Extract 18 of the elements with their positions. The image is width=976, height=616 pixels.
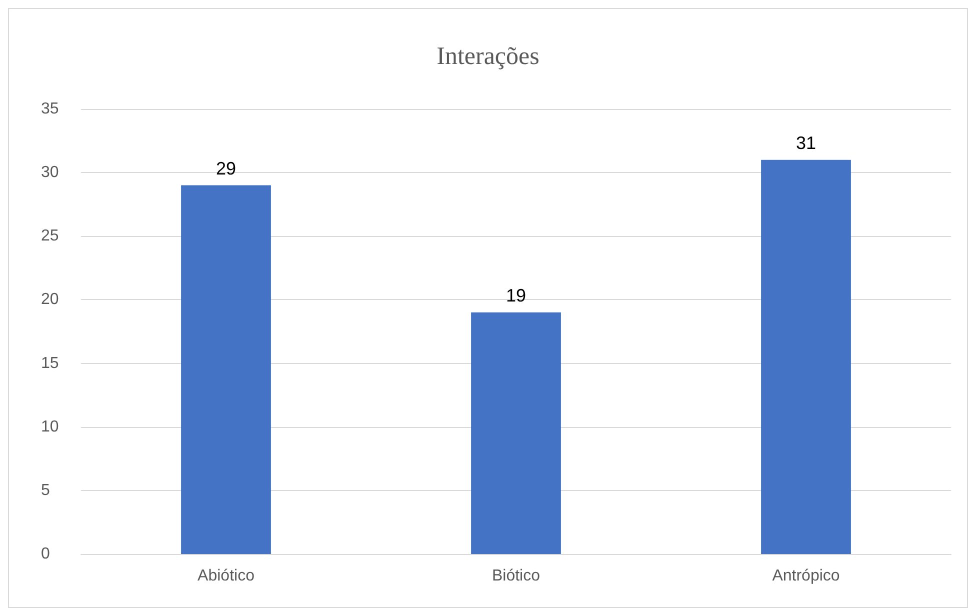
data-label: 29	[216, 158, 236, 178]
bar	[181, 185, 271, 554]
x-tick-label: Antrópico	[772, 568, 840, 584]
y-tick-label: 10	[41, 418, 59, 436]
y-tick-label: 20	[41, 291, 59, 308]
y-tick-label: 0	[41, 546, 50, 562]
y-tick-label: 35	[41, 100, 59, 118]
data-label: 31	[796, 132, 816, 153]
y-tick-label: 15	[41, 354, 59, 372]
chart-title: Interações	[436, 43, 540, 70]
bar	[471, 312, 561, 554]
y-tick-label: 5	[41, 482, 50, 499]
y-tick-label: 25	[41, 228, 59, 245]
bar	[761, 160, 851, 554]
x-tick-label: Biótico	[492, 568, 540, 584]
x-tick-label: Abiótico	[198, 568, 255, 584]
data-label: 19	[506, 285, 526, 306]
y-tick-label: 30	[41, 164, 59, 182]
